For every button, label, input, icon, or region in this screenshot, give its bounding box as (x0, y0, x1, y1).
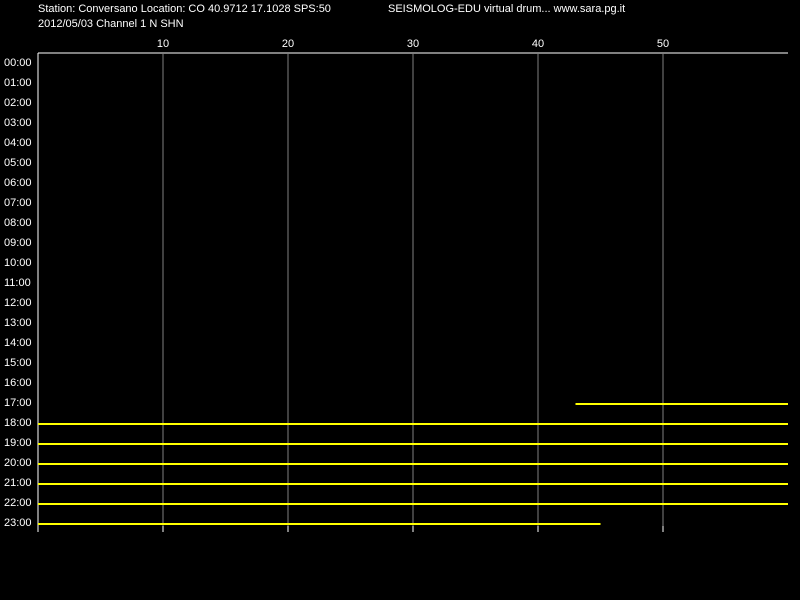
y-tick-label: 14:00 (4, 337, 32, 349)
chart-subtitle: 2012/05/03 Channel 1 N SHN (38, 18, 184, 30)
x-tick-label: 50 (657, 38, 669, 50)
y-tick-label: 19:00 (4, 437, 32, 449)
y-tick-label: 00:00 (4, 57, 32, 69)
y-tick-label: 15:00 (4, 357, 32, 369)
y-tick-label: 01:00 (4, 77, 32, 89)
y-tick-label: 07:00 (4, 197, 32, 209)
y-tick-label: 03:00 (4, 117, 32, 129)
y-tick-label: 18:00 (4, 417, 32, 429)
y-tick-label: 11:00 (4, 277, 31, 289)
y-tick-label: 09:00 (4, 237, 32, 249)
x-tick-label: 20 (282, 38, 294, 50)
x-tick-label: 10 (157, 38, 169, 50)
x-tick-label: 30 (407, 38, 419, 50)
y-tick-label: 05:00 (4, 157, 32, 169)
y-tick-label: 16:00 (4, 377, 32, 389)
y-tick-label: 08:00 (4, 217, 32, 229)
y-tick-label: 17:00 (4, 397, 32, 409)
y-tick-label: 12:00 (4, 297, 32, 309)
y-tick-label: 10:00 (4, 257, 32, 269)
y-tick-label: 02:00 (4, 97, 32, 109)
y-tick-label: 13:00 (4, 317, 32, 329)
x-tick-label: 40 (532, 38, 544, 50)
y-tick-label: 06:00 (4, 177, 32, 189)
y-tick-label: 23:00 (4, 517, 32, 529)
chart-title: Station: Conversano Location: CO 40.9712… (38, 3, 331, 15)
y-tick-label: 22:00 (4, 497, 32, 509)
annotation: SEISMOLOG-EDU virtual drum... www.sara.p… (388, 3, 625, 15)
y-tick-label: 20:00 (4, 457, 32, 469)
y-tick-label: 04:00 (4, 137, 32, 149)
y-tick-label: 21:00 (4, 477, 32, 489)
